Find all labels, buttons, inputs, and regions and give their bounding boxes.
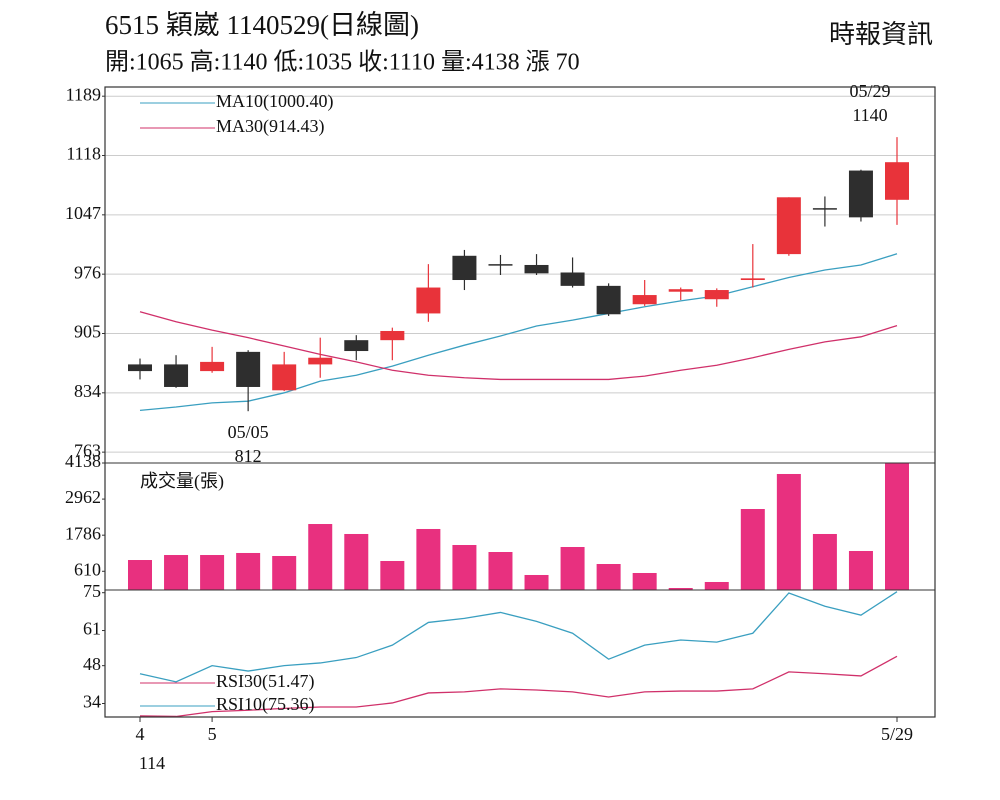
- x-tick-label: 4: [136, 724, 145, 744]
- volume-bar: [885, 463, 909, 590]
- candle-body: [632, 295, 657, 305]
- volume-bar: [272, 555, 297, 590]
- x-tick-label: 5: [208, 724, 217, 744]
- candle-body: [128, 364, 152, 372]
- y-tick-label: 61: [83, 619, 101, 639]
- legend-label: RSI30(51.47): [216, 671, 315, 692]
- y-tick-label: 905: [74, 322, 101, 342]
- x-tick-label: 5/29: [881, 724, 913, 744]
- volume-bar: [740, 509, 765, 590]
- candle-body: [344, 340, 369, 352]
- year-label: 114: [139, 753, 165, 773]
- candle-body: [776, 197, 801, 255]
- volume-bar: [488, 552, 513, 590]
- annotation-date: 05/05: [228, 422, 269, 442]
- legend-label: RSI10(75.36): [216, 694, 315, 715]
- line: [139, 655, 898, 718]
- candle-body: [704, 290, 729, 300]
- volume-bar: [848, 550, 873, 590]
- candle-body: [668, 289, 693, 292]
- candle-body: [885, 162, 909, 200]
- candle-body: [452, 255, 477, 281]
- line: [139, 591, 898, 683]
- volume-bar: [776, 473, 801, 590]
- volume-bar: [380, 560, 405, 590]
- candle-body: [596, 285, 621, 315]
- y-tick-label: 34: [83, 692, 101, 712]
- y-tick-label: 976: [74, 262, 101, 282]
- y-tick-label: 1189: [66, 84, 101, 104]
- candle-body: [200, 361, 225, 372]
- y-tick-label: 1786: [65, 523, 101, 543]
- y-tick-label: 610: [74, 559, 101, 579]
- y-tick-label: 1047: [65, 203, 101, 223]
- candle-body: [380, 330, 405, 341]
- candle-body: [308, 357, 333, 365]
- y-tick-label: 2962: [65, 487, 101, 507]
- candle-body: [236, 351, 261, 387]
- frame: [104, 86, 936, 718]
- line: [139, 253, 898, 412]
- quote-info: 開:1065 高:1140 低:1035 收:1110 量:4138 漲 70: [105, 49, 580, 76]
- candle-body: [812, 208, 837, 210]
- candle-body: [848, 170, 873, 218]
- volume-bar: [416, 528, 441, 590]
- volume-bar: [236, 552, 261, 590]
- candle-body: [560, 272, 585, 286]
- volume-bar: [452, 545, 477, 590]
- candle-body: [524, 264, 549, 274]
- candle-body: [164, 364, 189, 387]
- y-tick-label: 763: [74, 440, 101, 460]
- legend-label: MA10(1000.40): [216, 91, 334, 112]
- volume-bar: [560, 547, 585, 590]
- line: [139, 311, 898, 381]
- chart-title: 6515 穎崴 1140529(日線圖): [105, 10, 419, 40]
- volume-bar: [704, 581, 729, 590]
- y-tick-label: 75: [83, 581, 101, 601]
- volume-bar: [344, 533, 369, 590]
- y-tick-label: 1118: [66, 144, 101, 164]
- annotation-value: 1140: [852, 105, 887, 125]
- volume-bar: [668, 588, 693, 590]
- volume-bar: [308, 524, 333, 590]
- annotation-value: 812: [235, 446, 262, 466]
- volume-bar: [632, 572, 657, 590]
- panel-title: 成交量(張): [140, 471, 224, 492]
- volume-bar: [812, 533, 837, 590]
- candle-body: [416, 287, 441, 314]
- source: 時報資訊: [829, 20, 933, 49]
- volume-bar: [524, 574, 549, 590]
- annotation-date: 05/29: [849, 81, 890, 101]
- candle-body: [488, 264, 513, 266]
- y-tick-label: 834: [74, 381, 101, 401]
- volume-bar: [596, 564, 621, 590]
- candle-body: [740, 278, 765, 281]
- y-tick-label: 4138: [65, 451, 101, 471]
- volume-bar: [164, 555, 189, 590]
- candle-body: [272, 364, 297, 391]
- y-tick-label: 48: [83, 654, 101, 674]
- volume-bar: [200, 555, 225, 590]
- volume-bar: [128, 560, 152, 590]
- legend-label: MA30(914.43): [216, 116, 325, 137]
